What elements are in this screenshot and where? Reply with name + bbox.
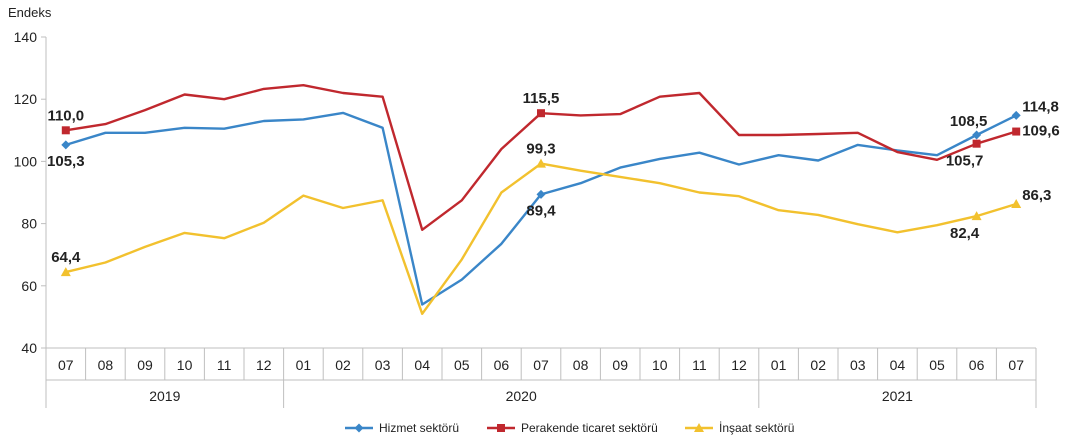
data-point-marker (60, 267, 71, 277)
data-point-marker (536, 189, 546, 199)
data-point-marker (497, 424, 505, 432)
x-tick-label: 12 (731, 357, 747, 373)
x-tick-label: 11 (692, 357, 707, 373)
x-tick-label: 04 (414, 357, 430, 373)
data-point-marker (536, 158, 546, 168)
x-tick-label: 03 (375, 357, 391, 373)
data-point-marker (61, 140, 71, 150)
data-point-marker (694, 423, 704, 432)
year-label: 2019 (149, 388, 180, 404)
legend-entry: Hizmet sektörü (379, 421, 459, 435)
x-tick-label: 02 (335, 357, 351, 373)
data-label: 82,4 (950, 225, 980, 242)
x-axis: 07 08 09 10 11 12 01 02 03 04 05 06 07 08 09 10 11 12 01 02… (45, 347, 1037, 408)
data-label: 64,4 (51, 249, 81, 266)
legend: Hizmet sektörü Perakende ticaret sektörü İ… (345, 421, 794, 435)
y-tick-label: 100 (14, 153, 38, 169)
data-label: 115,5 (523, 90, 560, 107)
data-label: 105,7 (946, 153, 984, 170)
data-point-marker (61, 126, 70, 135)
y-tick-label: 80 (21, 216, 37, 232)
x-tick-label: 02 (810, 357, 826, 373)
data-label: 105,3 (47, 153, 85, 170)
data-point-marker (1011, 110, 1021, 120)
year-label: 2020 (506, 388, 537, 404)
x-tick-label: 07 (1008, 357, 1024, 373)
series-lines (65, 83, 1017, 315)
x-tick-label: 08 (98, 357, 114, 373)
y-tick-label: 120 (14, 91, 38, 107)
data-point-marker (537, 109, 545, 118)
data-point-marker (972, 139, 981, 148)
data-label: 86,3 (1022, 187, 1051, 204)
data-label: 89,4 (526, 202, 556, 219)
data-point-marker (972, 130, 982, 140)
data-point-marker (1012, 127, 1021, 136)
data-point-marker (1011, 199, 1022, 209)
x-tick-label: 08 (573, 357, 589, 373)
x-tick-label: 12 (256, 357, 272, 373)
year-label: 2021 (882, 388, 913, 404)
data-labels: 110,0 105,3 64,4 115,5 99,3 89,4 108,5 105,7 82,… (47, 90, 1060, 266)
x-tick-label: 07 (58, 357, 74, 373)
x-tick-label: 01 (296, 357, 312, 373)
x-tick-label: 09 (137, 357, 153, 373)
x-tick-label: 06 (969, 357, 985, 373)
y-axis-label: Endeks (8, 5, 52, 20)
x-tick-label: 04 (890, 357, 906, 373)
data-label: 110,0 (47, 107, 84, 124)
legend-entry: Perakende ticaret sektörü (521, 421, 658, 435)
series-line (65, 162, 1017, 315)
y-tick-label: 40 (21, 340, 37, 356)
x-tick-label: 06 (494, 357, 510, 373)
x-tick-label: 10 (652, 357, 668, 373)
x-tick-label: 03 (850, 357, 866, 373)
y-tick-label: 140 (14, 29, 38, 45)
x-tick-label: 10 (177, 357, 193, 373)
x-tick-label: 05 (454, 357, 470, 373)
series-markers (60, 109, 1022, 277)
x-tick-label: 09 (612, 357, 628, 373)
data-point-marker (354, 423, 364, 433)
y-tick-label: 60 (21, 278, 37, 294)
data-label: 109,6 (1022, 123, 1060, 140)
x-tick-label: 01 (771, 357, 787, 373)
data-label: 99,3 (526, 141, 555, 158)
data-label: 108,5 (950, 113, 988, 130)
x-tick-label: 05 (929, 357, 945, 373)
x-tick-label: 11 (217, 357, 232, 373)
data-label: 114,8 (1022, 98, 1059, 115)
y-axis: 40 60 80 100 120 140 (14, 29, 47, 356)
data-point-marker (971, 211, 982, 221)
legend-entry: İnşaat sektörü (719, 421, 794, 435)
x-tick-label: 07 (533, 357, 549, 373)
